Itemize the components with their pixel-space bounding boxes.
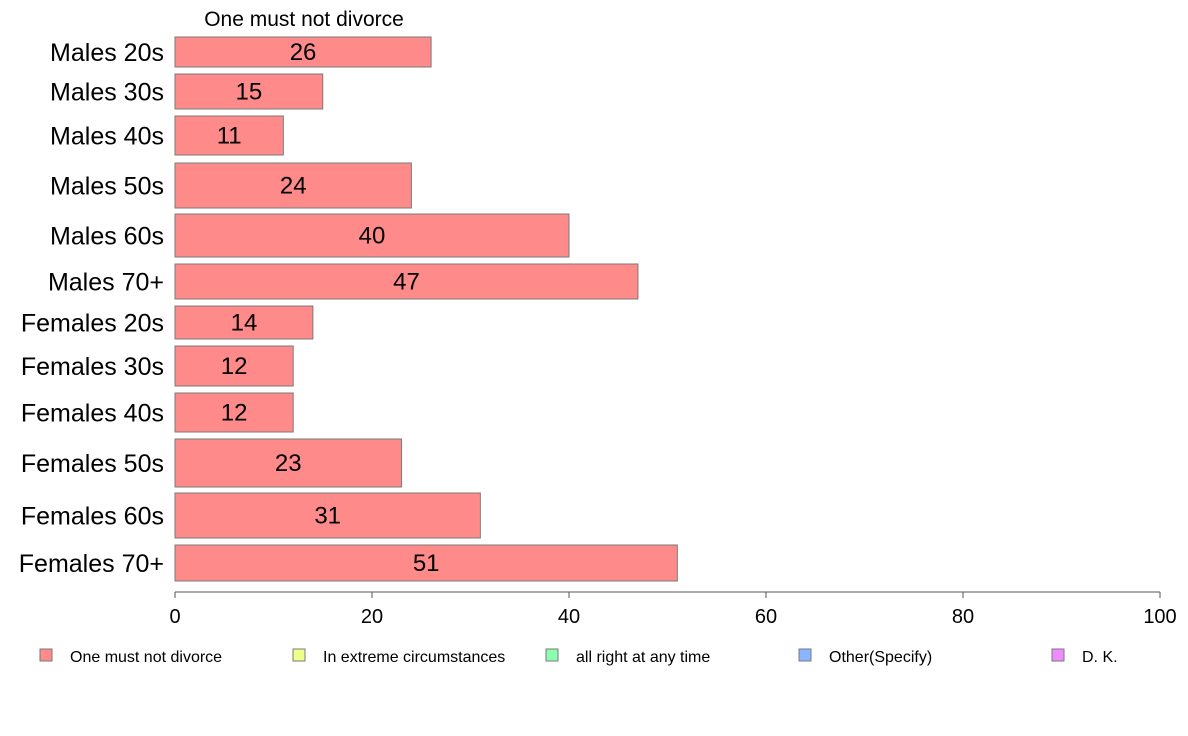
- bar: [174, 73, 324, 110]
- legend-swatch: [39, 648, 53, 662]
- x-tick-label: 0: [169, 606, 180, 628]
- x-tick-label: 100: [1143, 606, 1176, 628]
- x-axis: 0 20 40 60 80 100: [169, 591, 1177, 628]
- bar: [174, 544, 678, 582]
- category-label: Males 60s: [50, 223, 164, 251]
- bar: [174, 492, 481, 539]
- chart-title: One must not divorce: [204, 8, 404, 31]
- category-label: Males 70+: [48, 269, 164, 297]
- bar-value-label: 12: [221, 353, 248, 380]
- category-label: Males 40s: [50, 123, 164, 151]
- bar-value-label: 51: [413, 550, 440, 577]
- legend-swatch: [292, 648, 306, 662]
- bar-value-label: 14: [231, 310, 258, 337]
- legend-swatch: [545, 648, 559, 662]
- legend-label: Other(Specify): [829, 649, 932, 666]
- bar: [174, 392, 294, 433]
- legend-swatch: [798, 648, 812, 662]
- category-label: Males 20s: [50, 39, 164, 67]
- legend-label: all right at any time: [576, 649, 710, 666]
- category-label: Females 40s: [21, 400, 164, 428]
- bar-value-label: 24: [280, 173, 307, 200]
- bar-value-label: 47: [393, 269, 420, 296]
- x-tick-label: 20: [361, 606, 383, 628]
- bar: [174, 162, 412, 209]
- legend: One must not divorce In extreme circumsta…: [39, 648, 1118, 666]
- bar-value-label: 26: [290, 39, 317, 66]
- category-label: Males 50s: [50, 173, 164, 201]
- bar-value-label: 12: [221, 400, 248, 427]
- bar-value-label: 15: [236, 79, 263, 106]
- category-label: Males 30s: [50, 79, 164, 107]
- bar-value-label: 31: [314, 503, 341, 530]
- bars-group: 26 Males 20s 15 Males 30s 11 Males 40s 24 Males…: [19, 36, 678, 582]
- legend-label: D. K.: [1082, 649, 1118, 666]
- bar-value-label: 40: [359, 223, 386, 250]
- bar: [174, 213, 570, 258]
- legend-swatch: [1051, 648, 1065, 662]
- bar: [174, 438, 403, 488]
- x-tick-label: 60: [755, 606, 777, 628]
- legend-label: One must not divorce: [70, 649, 222, 666]
- x-tick-label: 40: [558, 606, 580, 628]
- bar: [174, 345, 294, 387]
- bar-value-label: 11: [217, 123, 242, 150]
- bar: [174, 305, 314, 340]
- category-label: Females 50s: [21, 450, 164, 478]
- category-label: Females 30s: [21, 353, 164, 381]
- x-tick-label: 80: [952, 606, 974, 628]
- bar-value-label: 23: [275, 450, 302, 477]
- legend-label: In extreme circumstances: [323, 649, 505, 666]
- bar: [174, 115, 284, 156]
- bar: [174, 263, 639, 300]
- bar: [174, 36, 432, 68]
- category-label: Females 70+: [19, 550, 164, 578]
- category-label: Females 20s: [21, 310, 164, 338]
- category-label: Females 60s: [21, 503, 164, 531]
